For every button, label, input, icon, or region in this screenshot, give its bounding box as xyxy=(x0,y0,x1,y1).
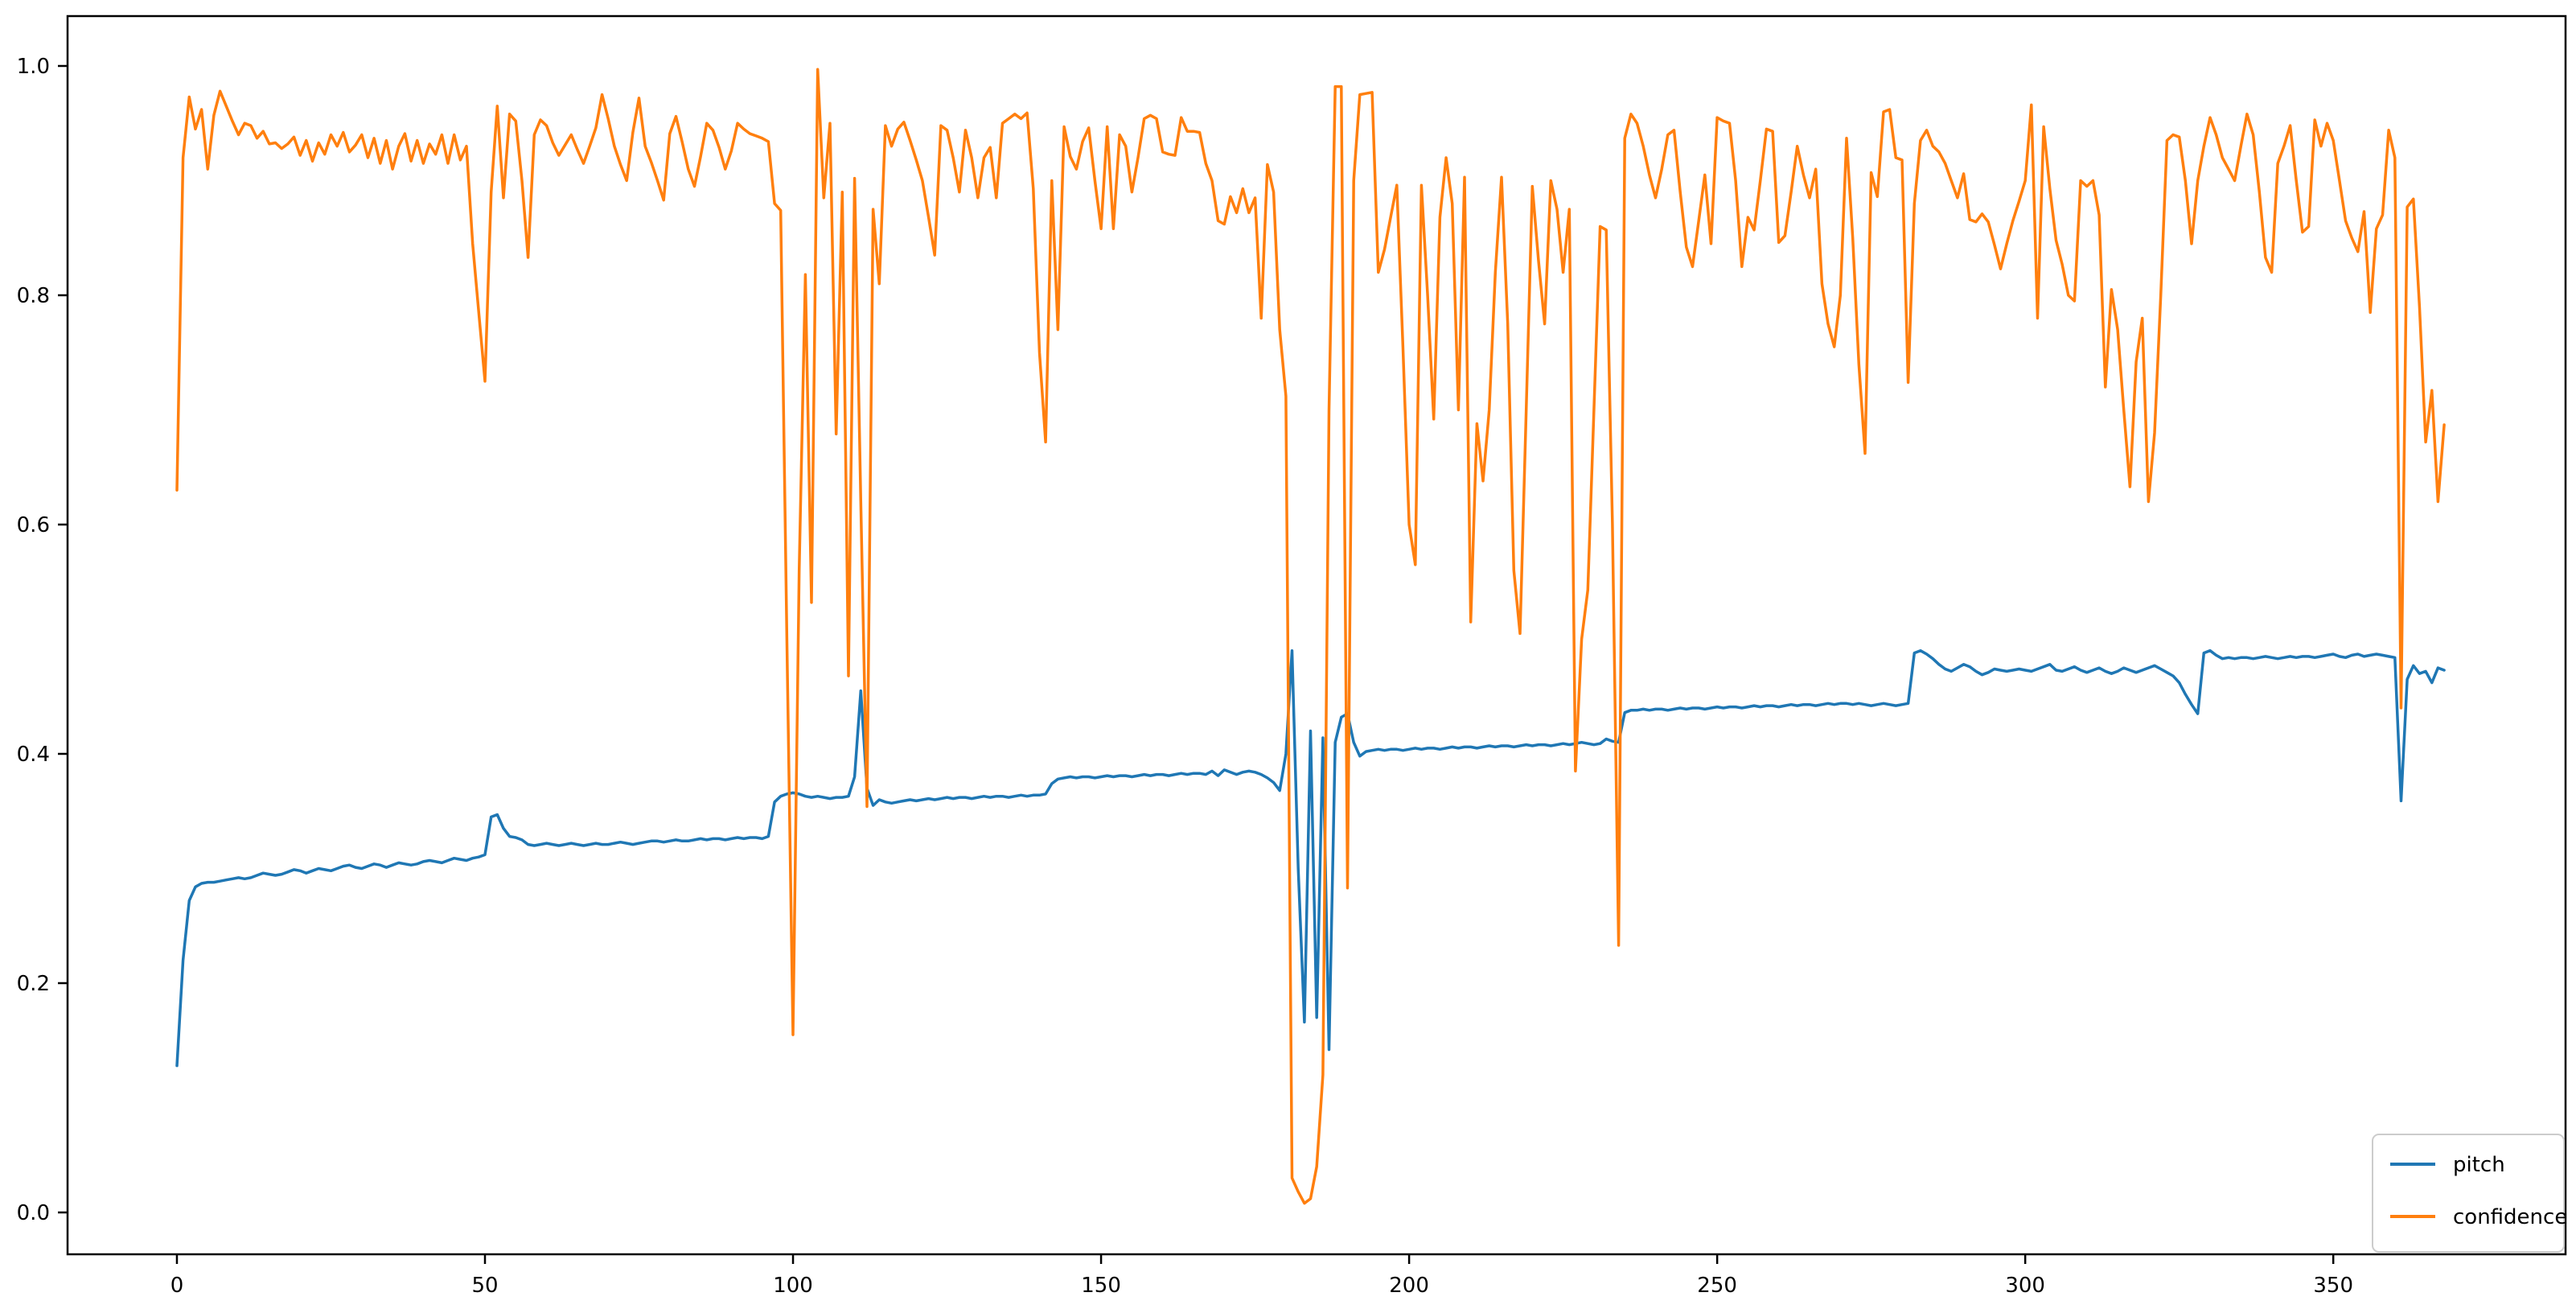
legend-box xyxy=(2372,1134,2565,1253)
x-tick-label: 0 xyxy=(171,1274,184,1298)
plot-frame xyxy=(66,14,2567,1256)
x-tick-label: 300 xyxy=(2005,1274,2045,1298)
confidence-legend-label: confidence xyxy=(2453,1205,2567,1229)
pitch-legend-label: pitch xyxy=(2453,1153,2505,1177)
legend-item-pitch: pitch xyxy=(2390,1153,2505,1177)
y-tick-label: 0.6 xyxy=(17,513,50,537)
y-tick-label: 1.0 xyxy=(17,55,50,79)
y-tick-label: 0.4 xyxy=(17,743,50,767)
x-tick-label: 50 xyxy=(471,1274,498,1298)
x-tick-label: 200 xyxy=(1389,1274,1429,1298)
confidence-line xyxy=(175,68,2446,1205)
legend: pitch confidence xyxy=(2372,1134,2567,1253)
y-tick-label: 0.8 xyxy=(17,284,50,308)
y-tick-label: 0.2 xyxy=(17,972,50,996)
legend-item-confidence: confidence xyxy=(2390,1205,2567,1229)
x-tick-label: 100 xyxy=(773,1274,813,1298)
y-tick-label: 0.0 xyxy=(17,1201,50,1225)
x-axis-ticks: 0 50 100 150 200 250 300 350 xyxy=(171,1254,2353,1298)
x-tick-label: 150 xyxy=(1081,1274,1121,1298)
x-tick-label: 250 xyxy=(1697,1274,1737,1298)
x-tick-label: 350 xyxy=(2313,1274,2353,1298)
y-axis-ticks: 0.0 0.2 0.4 0.6 0.8 1.0 xyxy=(17,55,68,1225)
pitch-line xyxy=(175,648,2446,1068)
